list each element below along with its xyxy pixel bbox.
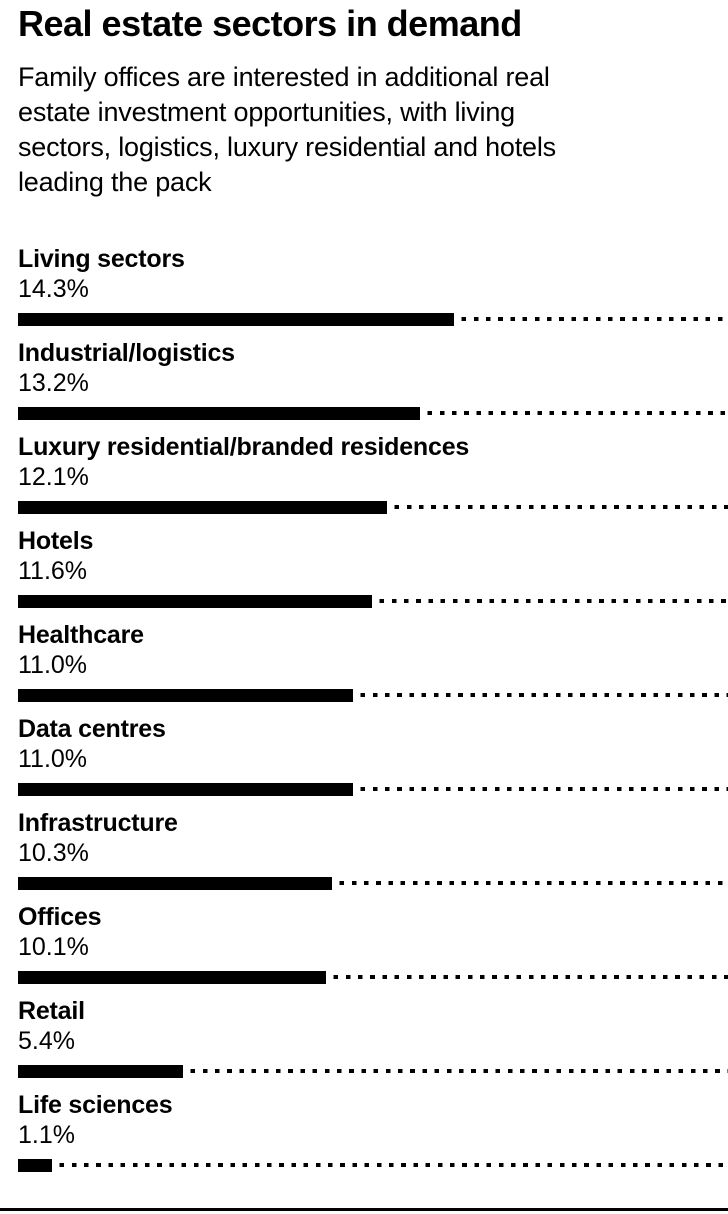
sector-label: Healthcare — [18, 621, 144, 649]
dotted-leader — [353, 692, 728, 698]
dotted-leader — [325, 974, 728, 980]
sector-label: Offices — [18, 903, 102, 931]
sector-label: Industrial/logistics — [18, 339, 235, 367]
bar-group: Industrial/logistics 13.2% — [18, 338, 728, 432]
bar-track — [18, 688, 728, 702]
bar-track — [18, 1158, 728, 1172]
bar-group: Offices 10.1% — [18, 902, 728, 996]
dotted-leader — [51, 1162, 728, 1168]
chart-title: Real estate sectors in demand — [18, 3, 522, 44]
sector-value: 11.0% — [18, 745, 88, 773]
bar — [18, 876, 332, 890]
bar — [18, 500, 387, 514]
bar-track — [18, 970, 728, 984]
bar-track — [18, 876, 728, 890]
bar-group: Life sciences 1.1% — [18, 1090, 728, 1184]
bar — [18, 970, 326, 984]
sector-value: 14.3% — [18, 275, 89, 303]
bar-group: Hotels 11.6% — [18, 526, 728, 620]
dotted-leader — [371, 598, 728, 604]
subtitle-line: sectors, logistics, luxury residential a… — [18, 132, 556, 162]
sector-value: 11.6% — [18, 557, 88, 585]
bar — [18, 1064, 183, 1078]
bar-group: Luxury residential/branded residences 12… — [18, 432, 728, 526]
sector-label: Luxury residential/branded residences — [18, 433, 470, 461]
bar — [18, 782, 354, 796]
sector-value: 1.1% — [18, 1121, 75, 1149]
bar-track — [18, 1064, 728, 1078]
bar — [18, 1158, 52, 1172]
bar-group: Infrastructure 10.3% — [18, 808, 728, 902]
bar-track — [18, 782, 728, 796]
sector-value: 12.1% — [18, 463, 89, 491]
bar-group: Living sectors 14.3% — [18, 244, 728, 338]
dotted-leader — [386, 504, 728, 510]
sector-value: 10.1% — [18, 933, 89, 961]
bar-chart: Living sectors 14.3% Industrial/logistic… — [18, 244, 728, 1184]
bar — [18, 312, 454, 326]
dotted-leader — [353, 786, 728, 792]
bar-group: Data centres 11.0% — [18, 714, 728, 808]
bar — [18, 688, 354, 702]
sector-value: 5.4% — [18, 1027, 75, 1055]
bar-track — [18, 312, 728, 326]
sector-value: 13.2% — [18, 369, 89, 397]
bar-track — [18, 594, 728, 608]
dotted-leader — [331, 880, 728, 886]
subtitle-line: estate investment opportunities, with li… — [18, 97, 515, 127]
bar-group: Retail 5.4% — [18, 996, 728, 1090]
subtitle-line: leading the pack — [18, 167, 212, 197]
bar — [18, 594, 372, 608]
bar — [18, 406, 421, 420]
sector-label: Hotels — [18, 527, 94, 555]
sector-label: Infrastructure — [18, 809, 178, 837]
subtitle-line: Family offices are interested in additio… — [18, 62, 550, 92]
chart-subtitle: Family offices are interested in additio… — [18, 60, 728, 200]
sector-label: Life sciences — [18, 1091, 173, 1119]
dotted-leader — [420, 410, 728, 416]
sector-label: Retail — [18, 997, 85, 1025]
bar-group: Healthcare 11.0% — [18, 620, 728, 714]
bottom-rule — [0, 1208, 728, 1211]
bar-track — [18, 406, 728, 420]
sector-value: 10.3% — [18, 839, 89, 867]
sector-value: 11.0% — [18, 651, 88, 679]
sector-label: Data centres — [18, 715, 166, 743]
dotted-leader — [453, 316, 728, 322]
sector-label: Living sectors — [18, 245, 185, 273]
bar-track — [18, 500, 728, 514]
dotted-leader — [182, 1068, 728, 1074]
